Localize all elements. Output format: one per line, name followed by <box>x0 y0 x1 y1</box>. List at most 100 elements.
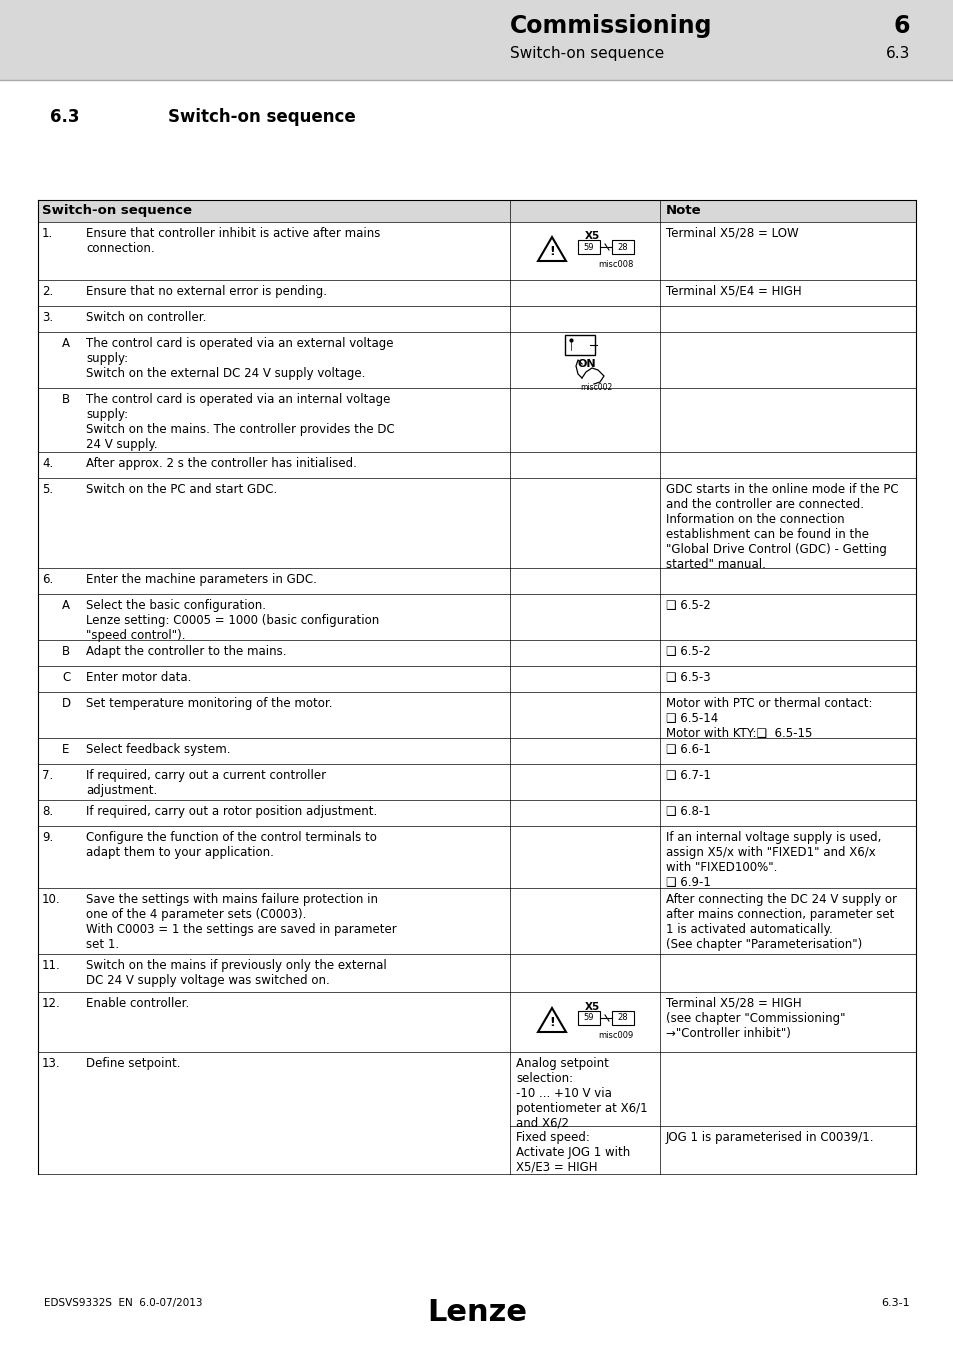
Text: The control card is operated via an internal voltage
supply:
Switch on the mains: The control card is operated via an inte… <box>86 393 395 451</box>
Bar <box>38 666 915 693</box>
Text: misc008: misc008 <box>598 261 634 269</box>
Text: Adapt the controller to the mains.: Adapt the controller to the mains. <box>86 645 286 657</box>
Text: 13.: 13. <box>42 1057 61 1071</box>
Text: The control card is operated via an external voltage
supply:
Switch on the exter: The control card is operated via an exte… <box>86 338 393 379</box>
Text: After connecting the DC 24 V supply or
after mains connection, parameter set
1 i: After connecting the DC 24 V supply or a… <box>665 892 896 950</box>
Text: 4.: 4. <box>42 458 53 470</box>
Text: D: D <box>62 697 71 710</box>
Text: misc009: misc009 <box>598 1031 634 1040</box>
Text: ❑ 6.7-1: ❑ 6.7-1 <box>665 769 710 782</box>
Bar <box>38 306 915 332</box>
Text: Select feedback system.: Select feedback system. <box>86 743 231 756</box>
Text: Switch-on sequence: Switch-on sequence <box>510 46 663 61</box>
Text: 3.: 3. <box>42 310 53 324</box>
Text: Terminal X5/28 = HIGH
(see chapter "Commissioning"
→"Controller inhibit"): Terminal X5/28 = HIGH (see chapter "Comm… <box>665 998 844 1040</box>
Text: B: B <box>62 393 71 406</box>
Bar <box>38 992 915 1052</box>
Text: If an internal voltage supply is used,
assign X5/x with "FIXED1" and X6/x
with ": If an internal voltage supply is used, a… <box>665 832 881 890</box>
Text: Switch on the PC and start GDC.: Switch on the PC and start GDC. <box>86 483 277 495</box>
Bar <box>38 594 915 640</box>
Text: Ensure that no external error is pending.: Ensure that no external error is pending… <box>86 285 327 298</box>
Text: Select the basic configuration.
Lenze setting: C0005 = 1000 (basic configuration: Select the basic configuration. Lenze se… <box>86 599 379 643</box>
Bar <box>38 954 915 992</box>
Bar <box>38 332 915 387</box>
Text: ❑ 6.8-1: ❑ 6.8-1 <box>665 805 710 818</box>
Bar <box>38 1052 915 1174</box>
Text: Ensure that controller inhibit is active after mains
connection.: Ensure that controller inhibit is active… <box>86 227 380 255</box>
Text: 59: 59 <box>583 243 594 251</box>
Text: B: B <box>62 645 71 657</box>
Bar <box>38 200 915 221</box>
Bar <box>38 387 915 452</box>
Text: X5: X5 <box>584 1002 599 1012</box>
Text: A: A <box>62 338 70 350</box>
Text: !: ! <box>549 244 555 258</box>
Text: 28: 28 <box>617 243 628 251</box>
Text: Terminal X5/E4 = HIGH: Terminal X5/E4 = HIGH <box>665 285 801 298</box>
Text: 6: 6 <box>893 14 909 38</box>
Text: Switch on controller.: Switch on controller. <box>86 310 206 324</box>
Text: 2.: 2. <box>42 285 53 298</box>
Text: Save the settings with mains failure protection in
one of the 4 parameter sets (: Save the settings with mains failure pro… <box>86 892 396 950</box>
Text: E: E <box>62 743 70 756</box>
Text: 9.: 9. <box>42 832 53 844</box>
Text: 8.: 8. <box>42 805 53 818</box>
Text: Note: Note <box>665 204 700 217</box>
Text: A: A <box>62 599 70 612</box>
Text: Analog setpoint
selection:
-10 ... +10 V via
potentiometer at X6/1
and X6/2: Analog setpoint selection: -10 ... +10 V… <box>516 1057 647 1130</box>
Text: 7.: 7. <box>42 769 53 782</box>
Text: 12.: 12. <box>42 998 61 1010</box>
Text: Switch-on sequence: Switch-on sequence <box>42 204 192 217</box>
Bar <box>578 1011 599 1025</box>
Bar <box>578 240 599 254</box>
Bar <box>38 693 915 738</box>
Text: Enter motor data.: Enter motor data. <box>86 671 192 684</box>
Text: ❑ 6.5-2: ❑ 6.5-2 <box>665 645 710 657</box>
Text: If required, carry out a rotor position adjustment.: If required, carry out a rotor position … <box>86 805 376 818</box>
Text: 28: 28 <box>617 1014 628 1022</box>
Text: Motor with PTC or thermal contact:
❑ 6.5-14
Motor with KTY:❑  6.5-15: Motor with PTC or thermal contact: ❑ 6.5… <box>665 697 872 740</box>
Text: 6.: 6. <box>42 572 53 586</box>
Text: 10.: 10. <box>42 892 61 906</box>
Text: JOG 1 is parameterised in C0039/1.: JOG 1 is parameterised in C0039/1. <box>665 1131 874 1143</box>
Text: 6.3-1: 6.3-1 <box>881 1297 909 1308</box>
Bar <box>38 478 915 568</box>
Bar <box>38 826 915 888</box>
Text: Switch-on sequence: Switch-on sequence <box>168 108 355 126</box>
Text: After approx. 2 s the controller has initialised.: After approx. 2 s the controller has ini… <box>86 458 356 470</box>
Text: 6.3: 6.3 <box>884 46 909 61</box>
Text: 59: 59 <box>583 1014 594 1022</box>
Text: EDSVS9332S  EN  6.0-07/2013: EDSVS9332S EN 6.0-07/2013 <box>44 1297 202 1308</box>
Bar <box>38 888 915 954</box>
Text: Define setpoint.: Define setpoint. <box>86 1057 180 1071</box>
Bar <box>38 640 915 666</box>
Bar <box>38 279 915 306</box>
Text: Commissioning: Commissioning <box>510 14 712 38</box>
Text: If required, carry out a current controller
adjustment.: If required, carry out a current control… <box>86 769 326 796</box>
Text: C: C <box>62 671 71 684</box>
Text: ON: ON <box>578 359 596 369</box>
Bar <box>38 738 915 764</box>
Text: Enter the machine parameters in GDC.: Enter the machine parameters in GDC. <box>86 572 316 586</box>
Text: Set temperature monitoring of the motor.: Set temperature monitoring of the motor. <box>86 697 333 710</box>
Bar <box>38 452 915 478</box>
Bar <box>564 335 595 355</box>
Text: Fixed speed:
Activate JOG 1 with
X5/E3 = HIGH: Fixed speed: Activate JOG 1 with X5/E3 =… <box>516 1131 630 1174</box>
Bar <box>38 221 915 279</box>
Text: 5.: 5. <box>42 483 53 495</box>
Text: 6.3: 6.3 <box>50 108 79 126</box>
Bar <box>38 764 915 801</box>
Text: ❑ 6.5-3: ❑ 6.5-3 <box>665 671 710 684</box>
Bar <box>0 0 953 80</box>
Text: Lenze: Lenze <box>427 1297 526 1327</box>
Bar <box>38 801 915 826</box>
Text: Switch on the mains if previously only the external
DC 24 V supply voltage was s: Switch on the mains if previously only t… <box>86 958 386 987</box>
Text: X5: X5 <box>584 231 599 242</box>
Text: misc002: misc002 <box>580 383 613 392</box>
Text: Terminal X5/28 = LOW: Terminal X5/28 = LOW <box>665 227 798 240</box>
Text: ❑ 6.6-1: ❑ 6.6-1 <box>665 743 710 756</box>
Bar <box>38 568 915 594</box>
Text: 1.: 1. <box>42 227 53 240</box>
Text: ❑ 6.5-2: ❑ 6.5-2 <box>665 599 710 612</box>
Text: GDC starts in the online mode if the PC
and the controller are connected.
Inform: GDC starts in the online mode if the PC … <box>665 483 898 571</box>
